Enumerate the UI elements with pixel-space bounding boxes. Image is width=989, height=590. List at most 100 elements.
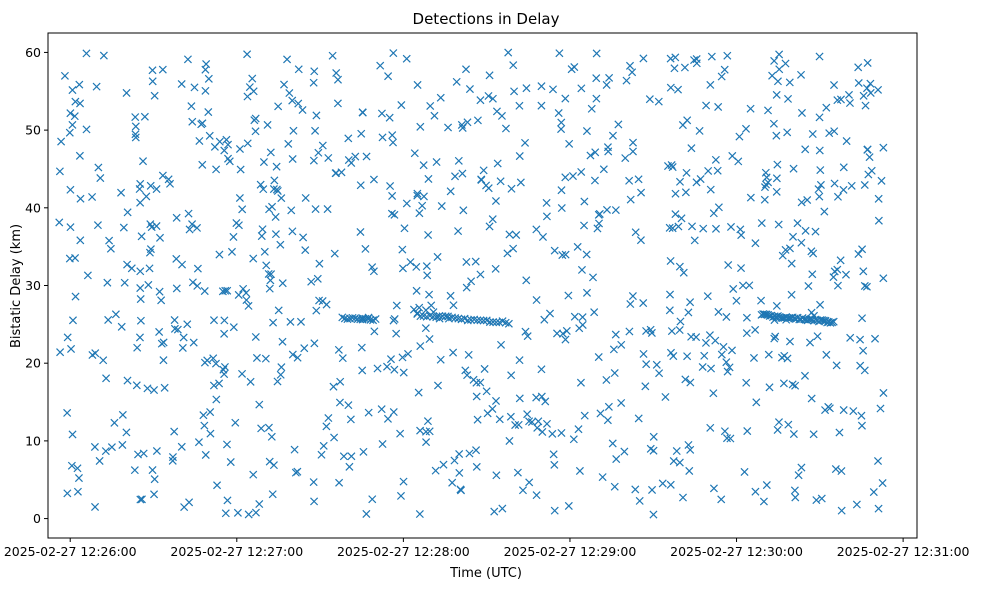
- detection-point: [492, 107, 501, 116]
- detection-point: [131, 113, 140, 122]
- detection-point: [557, 203, 566, 213]
- detection-point: [95, 456, 104, 465]
- detection-point: [683, 352, 692, 361]
- detection-point: [542, 198, 551, 207]
- detection-point: [220, 362, 229, 371]
- detection-point: [65, 128, 74, 137]
- detection-point: [485, 222, 494, 231]
- detection-point: [150, 475, 159, 484]
- detection-point: [797, 70, 806, 79]
- detection-point: [310, 339, 319, 348]
- detection-point: [272, 162, 281, 171]
- detection-point: [699, 224, 708, 233]
- detection-point: [270, 176, 279, 185]
- detection-point: [757, 219, 766, 228]
- detection-point: [231, 418, 240, 427]
- detection-point: [611, 206, 620, 215]
- detection-point: [713, 166, 722, 175]
- detection-point: [351, 314, 360, 323]
- detection-point: [185, 225, 194, 234]
- detection-point: [837, 506, 846, 515]
- detection-point: [136, 316, 145, 325]
- detection-point: [772, 174, 781, 183]
- detection-point: [483, 409, 492, 418]
- detection-point: [131, 133, 140, 142]
- detection-point: [784, 420, 793, 429]
- detection-point: [668, 224, 677, 233]
- detection-point: [590, 308, 599, 317]
- detection-point: [856, 335, 865, 344]
- detection-point: [223, 286, 232, 295]
- detection-point: [839, 406, 848, 415]
- detection-point: [522, 84, 531, 93]
- detection-point: [642, 326, 651, 335]
- detection-point: [309, 478, 318, 487]
- detection-point: [622, 76, 631, 85]
- detection-point: [377, 405, 386, 414]
- detection-point: [762, 481, 771, 490]
- detection-point: [199, 411, 208, 420]
- detection-point: [188, 278, 197, 287]
- detection-point: [666, 480, 675, 489]
- detection-point: [809, 430, 818, 439]
- detection-point: [774, 220, 783, 229]
- detection-point: [665, 290, 675, 299]
- detection-point: [249, 254, 258, 263]
- detection-point: [575, 466, 584, 475]
- detection-point: [158, 65, 167, 74]
- detection-point: [548, 85, 558, 94]
- detection-point: [68, 120, 77, 129]
- detection-point: [323, 205, 332, 214]
- detection-point: [602, 205, 612, 214]
- detection-point: [801, 226, 810, 235]
- detection-point: [264, 269, 273, 278]
- detection-point: [463, 316, 472, 325]
- detection-point: [71, 253, 80, 263]
- detection-point: [538, 232, 548, 241]
- detection-point: [195, 136, 204, 145]
- detection-point: [506, 412, 515, 421]
- detection-point: [521, 138, 530, 147]
- detection-point: [734, 157, 743, 166]
- detection-point: [389, 49, 398, 58]
- y-tick-label: 20: [25, 356, 41, 371]
- detection-point: [592, 94, 601, 103]
- detection-point: [666, 54, 675, 63]
- detection-point: [215, 250, 224, 259]
- detection-point: [286, 317, 295, 326]
- detection-point: [150, 490, 159, 499]
- detection-point: [264, 423, 273, 432]
- detection-point: [122, 88, 131, 97]
- detection-point: [594, 219, 604, 228]
- detection-point: [249, 87, 258, 96]
- detection-point: [717, 350, 726, 359]
- detection-point: [772, 131, 781, 140]
- detection-point: [74, 474, 83, 483]
- detection-point: [505, 436, 514, 445]
- detection-point: [576, 378, 585, 387]
- detection-point: [364, 408, 373, 417]
- detection-point: [845, 99, 854, 108]
- detection-point: [71, 97, 80, 106]
- detection-point: [120, 278, 129, 287]
- detection-point: [447, 313, 457, 322]
- detection-point: [564, 501, 573, 510]
- detection-point: [324, 414, 333, 423]
- detection-point: [449, 301, 458, 310]
- detection-point: [820, 207, 829, 216]
- detection-point: [258, 225, 267, 234]
- detection-point: [409, 305, 418, 314]
- detection-point: [451, 314, 460, 323]
- detection-point: [146, 220, 155, 229]
- detection-point: [537, 82, 546, 91]
- detection-point: [599, 165, 608, 174]
- detection-point: [398, 264, 407, 273]
- detection-point: [639, 349, 648, 358]
- detection-point: [582, 127, 591, 136]
- detection-point: [873, 456, 883, 466]
- detection-point: [854, 78, 863, 88]
- detection-point: [761, 168, 770, 177]
- detection-point: [99, 51, 108, 60]
- detection-point: [773, 425, 782, 434]
